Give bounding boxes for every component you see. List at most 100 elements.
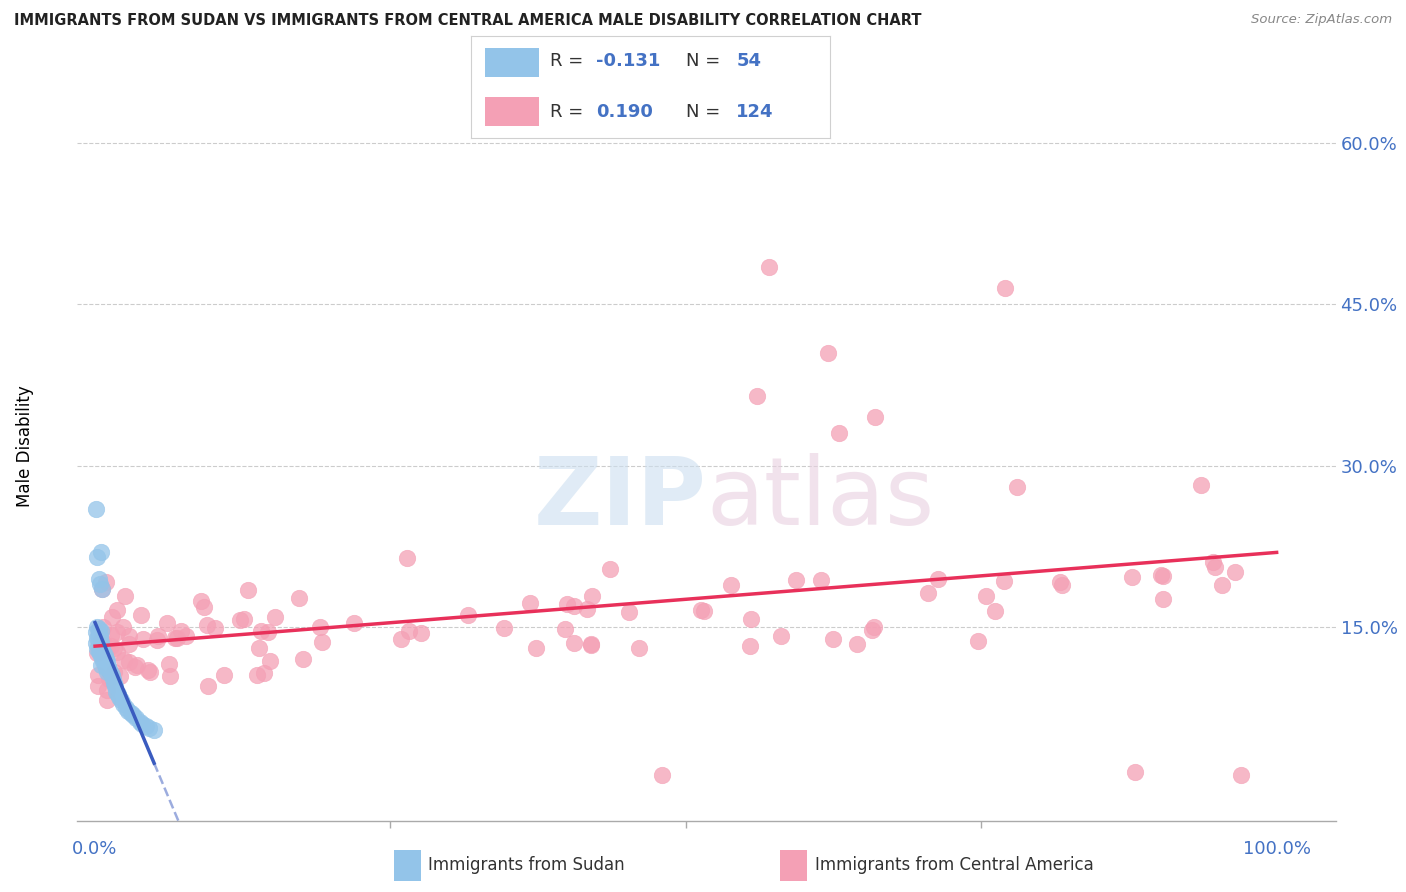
Point <box>91 650 114 665</box>
Point <box>555 597 578 611</box>
Point <box>90 633 112 648</box>
Point <box>193 600 215 615</box>
Point <box>96 655 118 669</box>
Point <box>114 589 136 603</box>
Point <box>1121 570 1143 584</box>
Point <box>862 620 884 634</box>
Point <box>1204 560 1226 574</box>
Point <box>86 641 108 656</box>
Point <box>1050 578 1073 592</box>
Point <box>651 768 673 782</box>
Point <box>124 660 146 674</box>
Point <box>389 632 412 646</box>
Point <box>104 679 127 693</box>
Point <box>259 654 281 668</box>
Point <box>287 591 309 606</box>
Bar <box>394 849 420 881</box>
Point <box>628 640 651 655</box>
Point <box>758 260 780 274</box>
Bar <box>485 97 538 126</box>
Point <box>103 676 125 690</box>
Point <box>785 573 807 587</box>
Point <box>246 668 269 682</box>
Point <box>100 639 122 653</box>
Point <box>1123 765 1146 780</box>
Point <box>166 631 188 645</box>
Point <box>457 608 479 623</box>
Point <box>828 426 851 441</box>
Point <box>863 410 886 425</box>
Text: atlas: atlas <box>707 453 935 545</box>
Point <box>409 625 432 640</box>
Text: N =: N = <box>686 103 720 120</box>
Point <box>110 693 132 707</box>
Point <box>89 638 111 652</box>
Point <box>112 620 135 634</box>
Point <box>994 281 1017 295</box>
Point <box>163 631 186 645</box>
Point <box>1223 566 1246 580</box>
Point <box>84 636 107 650</box>
Text: IMMIGRANTS FROM SUDAN VS IMMIGRANTS FROM CENTRAL AMERICA MALE DISABILITY CORRELA: IMMIGRANTS FROM SUDAN VS IMMIGRANTS FROM… <box>14 13 921 29</box>
Point <box>94 661 117 675</box>
Point <box>170 624 193 639</box>
Point <box>87 643 110 657</box>
Point <box>1005 480 1028 494</box>
Point <box>96 692 118 706</box>
Point <box>720 578 742 592</box>
Point <box>107 690 129 704</box>
Point <box>90 657 112 672</box>
Point <box>91 620 114 634</box>
Point <box>770 629 793 643</box>
Point <box>91 645 114 659</box>
Point <box>96 641 118 656</box>
Point <box>249 641 271 656</box>
Point <box>817 345 839 359</box>
Point <box>107 687 129 701</box>
Point <box>89 640 111 654</box>
Point <box>132 632 155 647</box>
Point <box>250 624 273 639</box>
Point <box>131 716 153 731</box>
Point <box>84 501 107 516</box>
Point <box>810 573 832 587</box>
Text: 54: 54 <box>737 53 761 70</box>
Point <box>1152 591 1174 606</box>
Point <box>139 665 162 679</box>
Point <box>87 632 110 647</box>
Point <box>309 620 332 634</box>
Point <box>1202 555 1225 569</box>
Point <box>98 663 121 677</box>
Text: Male Disability: Male Disability <box>17 385 34 507</box>
Point <box>100 665 122 680</box>
Point <box>823 632 845 646</box>
Point <box>562 635 585 649</box>
Point <box>174 629 197 643</box>
Text: 0.0%: 0.0% <box>72 840 118 858</box>
Point <box>689 603 711 617</box>
Point <box>105 624 128 639</box>
Point <box>129 607 152 622</box>
Point <box>1152 569 1174 583</box>
Point <box>917 586 939 600</box>
Point <box>90 624 112 639</box>
Point <box>125 711 148 725</box>
Point <box>97 658 120 673</box>
Point <box>112 653 135 667</box>
Point <box>143 723 166 738</box>
Point <box>581 589 603 603</box>
Point <box>87 572 110 586</box>
Point <box>118 637 141 651</box>
Point <box>86 646 108 660</box>
Bar <box>485 48 538 77</box>
Point <box>197 617 219 632</box>
Point <box>129 714 152 729</box>
Text: 124: 124 <box>737 103 773 120</box>
Point <box>562 599 585 613</box>
Point <box>253 665 276 680</box>
Point <box>118 629 141 643</box>
Text: ZIP: ZIP <box>534 453 707 545</box>
Text: Immigrants from Central America: Immigrants from Central America <box>815 856 1094 874</box>
Point <box>343 616 366 631</box>
Point <box>145 633 167 648</box>
